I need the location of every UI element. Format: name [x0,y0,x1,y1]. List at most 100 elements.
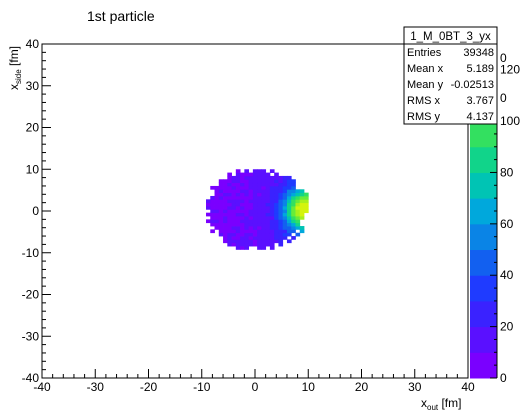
heatmap-cell [235,242,241,247]
heatmap-cell [235,169,241,173]
heatmap-cell [244,189,250,194]
heatmap-cell [231,189,237,194]
palette-swatch [470,275,497,302]
heatmap-cell [274,175,279,180]
heatmap-cell [278,202,284,207]
heatmap-cell [244,246,250,250]
heatmap-cell [257,222,262,227]
heatmap-cell [244,229,250,234]
heatmap-cell [227,226,232,230]
heatmap-cell [282,209,288,214]
heatmap-cell [235,222,241,227]
heatmap-cell [278,195,284,200]
heatmap-cell [265,232,271,237]
heatmap-cell [227,236,232,240]
heatmap-cell [295,199,301,204]
heatmap-cell [218,219,224,224]
heatmap-cell [261,179,267,184]
heatmap-cell [231,209,237,214]
heatmap-cell [261,209,267,214]
heatmap-cell [223,236,228,240]
y-axis-label: xside [fm] [7,46,23,90]
stats-label: Mean y [407,79,444,91]
heatmap-cell [223,202,228,207]
heatmap-cell [218,185,224,190]
heatmap-cell [227,199,232,204]
heatmap-cell [223,222,228,227]
heatmap-cell [257,242,262,247]
heatmap-cell [261,172,267,177]
heatmap-cell [252,229,258,234]
heatmap-cell [257,189,262,194]
heatmap-cell [227,216,232,220]
heatmap-cell [274,195,279,200]
z-tick-label-partial: 0 [500,91,507,105]
heatmap-cell [282,182,288,187]
heatmap-cell [206,219,211,224]
heatmap-cell [227,189,232,194]
heatmap-cell [274,189,279,194]
heatmap-cell [252,179,258,184]
heatmap-cell [231,216,237,220]
heatmap-cell [278,236,284,240]
heatmap-cell [210,209,215,214]
z-tick-label: 0 [500,371,507,385]
heatmap-cell [244,205,250,210]
heatmap-cell [231,179,237,184]
heatmap-cell [295,212,301,217]
heatmap-cell [265,216,271,220]
heatmap-cell [218,195,224,200]
y-tick-label: -40 [22,371,40,385]
stats-title: 1_M_0BT_3_yx [410,31,491,43]
heatmap-cell [265,222,271,227]
z-tick-label: 20 [500,320,514,334]
heatmap-cell [274,192,279,197]
heatmap-cell [231,222,237,227]
heatmap-cell [269,229,275,234]
heatmap-cell [223,195,228,200]
heatmap-cell [206,212,211,217]
heatmap-cell [227,175,232,180]
heatmap-cell [210,199,215,204]
heatmap-cell [269,202,275,207]
heatmap-cell [240,185,245,190]
heatmap-cell [231,219,237,224]
z-tick-label: 100 [500,114,520,128]
stats-frame [403,26,498,125]
heatmap-cell [227,179,232,184]
heatmap-cell [282,195,288,200]
palette-swatch [470,300,497,328]
heatmap-cell [244,232,250,237]
heatmap-cell [214,195,220,200]
heatmap-cell [278,242,284,247]
heatmap-cell [235,212,241,217]
x-tick-label: 10 [302,380,316,394]
stats-label: RMS x [407,95,441,107]
heatmap-cell [295,195,301,200]
heatmap-cell [240,189,245,194]
y-tick-label: -20 [22,288,40,302]
heatmap-cell [218,205,224,210]
heatmap-cell [257,175,262,180]
heatmap-cell [286,212,292,217]
heatmap-cell [291,202,296,207]
heatmap-cell [269,169,275,173]
heatmap-cell [235,179,241,184]
heatmap-cell [269,185,275,190]
heatmap-cell [206,202,211,207]
x-tick-label: 20 [355,380,369,394]
heatmap-cell [261,202,267,207]
heatmap-cell [240,239,245,244]
heatmap-cell [265,239,271,244]
heatmap-cell [261,226,267,230]
heatmap-cell [248,212,254,217]
y-axis-label-sub: side [14,69,23,84]
heatmap-cell [274,179,279,184]
heatmap-cell [299,212,305,217]
heatmap-cell [291,199,296,204]
z-tick-label: 120 [500,63,520,77]
heatmap-cell [269,192,275,197]
heatmap-cell [235,189,241,194]
stats-label: Entries [407,47,442,59]
heatmap-cell [303,205,309,210]
